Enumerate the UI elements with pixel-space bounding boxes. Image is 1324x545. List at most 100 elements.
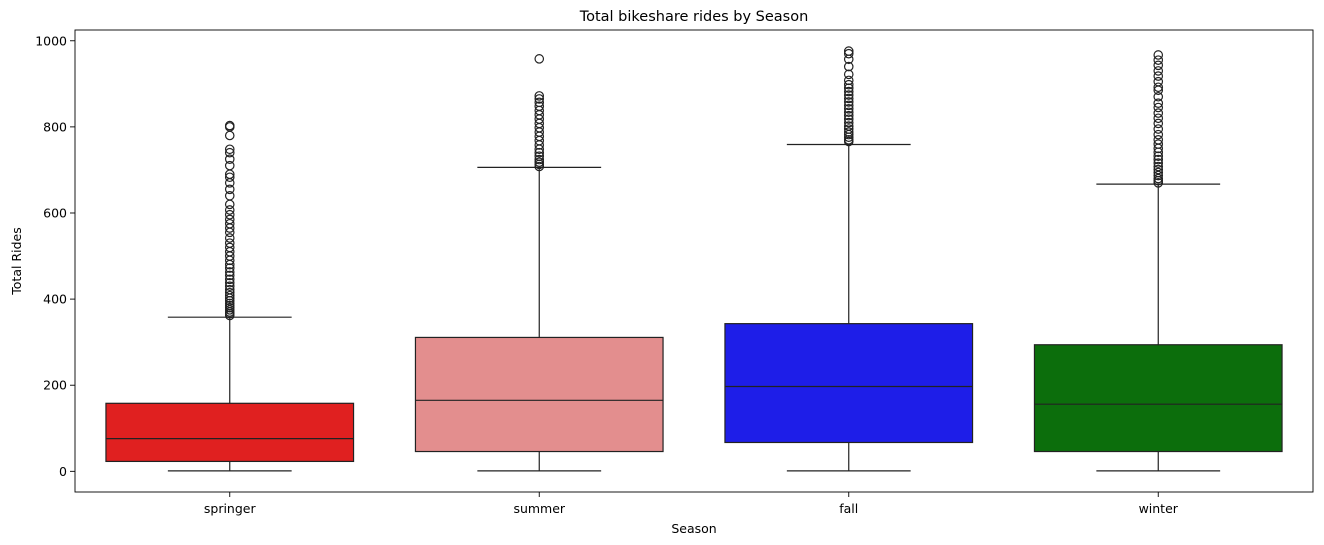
outlier-point bbox=[843, 69, 854, 80]
outlier-point bbox=[224, 205, 235, 215]
outlier-point bbox=[1153, 113, 1164, 124]
outlier-point bbox=[1153, 173, 1164, 184]
outlier-point bbox=[1153, 154, 1164, 165]
plot-frame bbox=[74, 29, 1314, 493]
outlier-point bbox=[224, 154, 235, 164]
outlier-point bbox=[1153, 139, 1164, 149]
box-group-springer bbox=[105, 120, 355, 472]
y-tick-label: 400 bbox=[43, 292, 67, 307]
outlier-point bbox=[843, 100, 854, 111]
outlier-point bbox=[224, 277, 235, 288]
box-summer bbox=[414, 336, 664, 453]
outlier-point bbox=[224, 242, 235, 253]
outlier-point bbox=[224, 209, 235, 220]
box-springer bbox=[105, 402, 355, 463]
outlier-point bbox=[843, 117, 854, 128]
y-tick-label: 200 bbox=[43, 378, 67, 393]
outlier-point bbox=[843, 97, 854, 107]
outlier-point bbox=[843, 48, 854, 59]
outlier-point bbox=[534, 157, 545, 167]
outlier-point bbox=[1153, 134, 1164, 145]
outlier-point bbox=[534, 54, 545, 64]
x-tick-label: winter bbox=[1139, 501, 1179, 516]
outlier-point bbox=[1153, 170, 1164, 181]
outlier-point bbox=[534, 101, 545, 112]
outlier-point bbox=[534, 91, 545, 101]
outlier-point bbox=[1153, 66, 1164, 76]
outlier-point bbox=[1153, 158, 1164, 168]
outlier-point bbox=[224, 274, 235, 285]
outlier-point bbox=[843, 121, 854, 131]
outlier-point bbox=[1153, 124, 1164, 134]
y-tick-label: 1000 bbox=[35, 33, 67, 48]
outlier-point bbox=[843, 110, 854, 121]
outlier-point bbox=[843, 83, 854, 93]
box-winter bbox=[1033, 344, 1283, 453]
outlier-point bbox=[534, 154, 545, 165]
outlier-point bbox=[534, 97, 545, 108]
y-axis: 0 200 400 600 800 1000 bbox=[35, 33, 75, 479]
x-axis: springer summer fall winter bbox=[204, 492, 1179, 516]
outlier-point bbox=[843, 134, 854, 145]
outlier-point bbox=[843, 90, 854, 100]
y-axis-label: Total Rides bbox=[9, 227, 24, 295]
outlier-point bbox=[1153, 98, 1164, 108]
outlier-point bbox=[1153, 151, 1164, 161]
outlier-point bbox=[1153, 161, 1164, 172]
outlier-point bbox=[843, 75, 854, 86]
outlier-point bbox=[224, 281, 235, 291]
x-axis-label: Season bbox=[671, 521, 716, 536]
outlier-point bbox=[224, 214, 235, 225]
outlier-point bbox=[224, 120, 235, 131]
outlier-point bbox=[224, 130, 235, 141]
outlier-point bbox=[1153, 71, 1164, 81]
outlier-point bbox=[224, 267, 235, 277]
outlier-point bbox=[224, 287, 235, 298]
outlier-point bbox=[224, 147, 235, 158]
outlier-point bbox=[1153, 129, 1164, 140]
outlier-point bbox=[1153, 60, 1164, 71]
box-group-summer bbox=[414, 54, 664, 472]
outlier-point bbox=[843, 107, 854, 118]
outlier-point bbox=[843, 86, 854, 97]
outlier-point bbox=[224, 144, 235, 155]
outlier-point bbox=[1153, 82, 1164, 93]
outlier-point bbox=[224, 199, 235, 210]
outlier-point bbox=[843, 93, 854, 104]
outlier-point bbox=[224, 172, 235, 183]
outlier-point bbox=[843, 61, 854, 72]
outlier-point bbox=[843, 124, 854, 134]
outlier-point bbox=[224, 160, 235, 171]
outlier-point bbox=[1153, 91, 1164, 102]
outlier-point bbox=[843, 114, 854, 124]
box-group-fall bbox=[724, 46, 974, 472]
x-tick-label: springer bbox=[204, 501, 257, 516]
outlier-point bbox=[534, 151, 545, 161]
outlier-point bbox=[224, 184, 235, 195]
x-tick-label: fall bbox=[839, 501, 858, 516]
box-fall bbox=[724, 323, 974, 444]
outlier-point bbox=[1153, 118, 1164, 129]
x-tick-label: summer bbox=[513, 501, 565, 516]
y-tick-label: 0 bbox=[59, 464, 67, 479]
outlier-point bbox=[224, 270, 235, 281]
outlier-point bbox=[843, 79, 854, 90]
outlier-point bbox=[1153, 55, 1164, 65]
outlier-point bbox=[224, 284, 235, 295]
outlier-point bbox=[1153, 167, 1164, 178]
chart-title: Total bikeshare rides by Season bbox=[579, 9, 809, 25]
outlier-point bbox=[534, 94, 545, 104]
outlier-point bbox=[843, 46, 854, 56]
y-tick-label: 800 bbox=[43, 119, 67, 134]
outlier-point bbox=[1153, 50, 1164, 60]
outlier-point bbox=[224, 218, 235, 229]
outlier-point bbox=[224, 263, 235, 273]
outlier-point bbox=[224, 233, 235, 243]
plot-area bbox=[105, 46, 1283, 472]
y-tick-label: 600 bbox=[43, 205, 67, 220]
outlier-point bbox=[224, 298, 235, 309]
outlier-point bbox=[1153, 108, 1164, 118]
outlier-point bbox=[1153, 164, 1164, 175]
outlier-point bbox=[224, 290, 235, 301]
